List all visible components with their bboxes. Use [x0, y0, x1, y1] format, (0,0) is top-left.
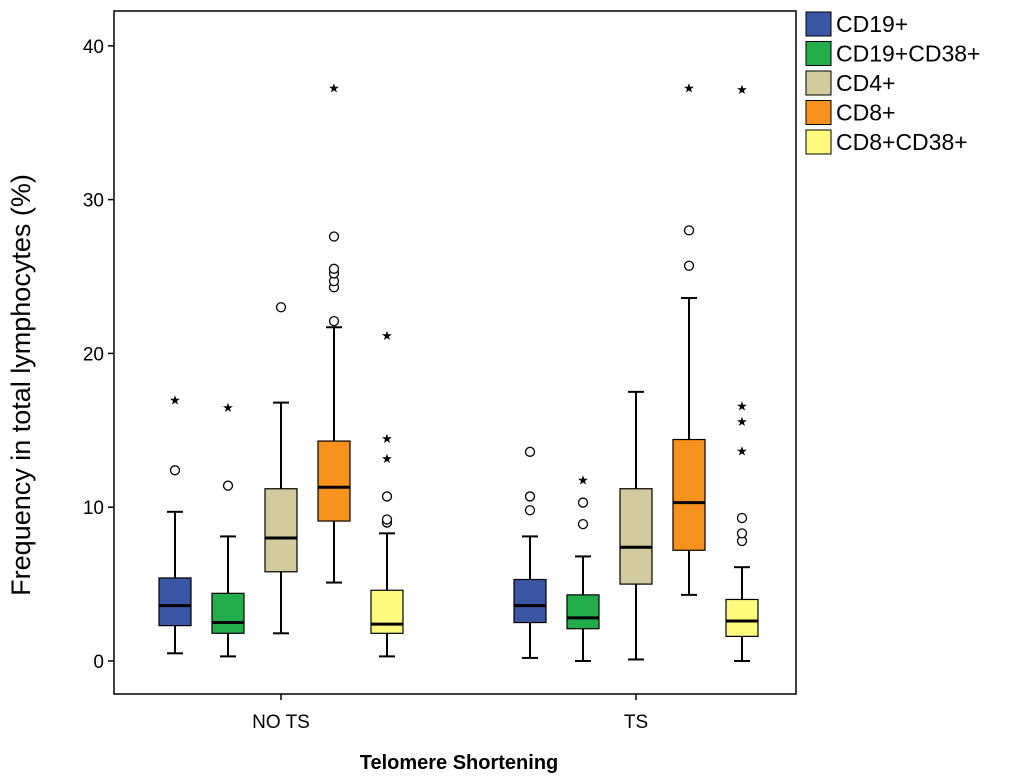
extreme-point: ★ — [736, 400, 748, 415]
outlier-point — [577, 518, 589, 530]
x-axis: NO TS TS — [252, 694, 648, 733]
legend-label: CD19+ — [836, 11, 908, 37]
box-cd19p-no-ts: ★ — [158, 394, 192, 655]
legend-label: CD8+ — [836, 100, 895, 126]
box-iqr — [725, 598, 759, 637]
y-axis-label: Frequency in total lymphocytes (%) — [6, 174, 36, 596]
legend-swatch — [805, 11, 832, 37]
legend-label: CD8+CD38+ — [836, 129, 968, 155]
y-tick-label: 10 — [83, 498, 104, 519]
box-cd19p-ts — [513, 446, 547, 659]
y-tick-label: 0 — [93, 652, 104, 673]
x-axis-label: Telomere Shortening — [360, 752, 559, 774]
box-iqr — [211, 592, 245, 634]
extreme-point: ★ — [222, 401, 234, 416]
y-axis: 0 10 20 30 40 — [83, 37, 114, 673]
extreme-point: ★ — [683, 81, 695, 96]
extreme-point: ★ — [577, 474, 589, 489]
extreme-point: ★ — [736, 83, 748, 98]
box-iqr — [566, 594, 600, 630]
box-cd8p-ts: ★ — [672, 81, 706, 596]
outlier-point — [683, 260, 695, 271]
legend-swatch — [805, 70, 832, 96]
outlier-point — [328, 263, 340, 274]
outlier-point — [524, 446, 536, 457]
legend-swatch — [805, 129, 832, 155]
box-iqr — [264, 488, 298, 573]
extreme-point: ★ — [381, 432, 393, 447]
outlier-point — [275, 302, 287, 313]
outlier-point — [736, 528, 748, 539]
box-groups: ★★★★ ★★★★★★★★ — [158, 81, 759, 662]
box-iqr — [370, 589, 404, 634]
box-iqr — [672, 438, 706, 551]
extreme-point: ★ — [381, 452, 393, 467]
outlier-point — [328, 231, 340, 242]
box-cd8pcd38p-no-ts: ★ ★ ★ — [370, 329, 404, 658]
outlier-point — [222, 480, 234, 491]
box-iqr — [317, 440, 351, 522]
box-iqr — [513, 578, 547, 624]
outlier-point — [381, 491, 393, 502]
outlier-point — [381, 514, 393, 525]
extreme-point: ★ — [381, 329, 393, 344]
box-cd8p-no-ts: ★ — [317, 81, 351, 584]
box-cd19pcd38p-no-ts: ★ — [211, 401, 245, 658]
extreme-point: ★ — [328, 81, 340, 96]
box-cd19pcd38p-ts: ★ — [566, 474, 600, 662]
extreme-point: ★ — [736, 444, 748, 459]
y-tick-label: 30 — [83, 191, 104, 212]
legend-label: CD4+ — [836, 70, 895, 96]
legend-swatch — [805, 41, 832, 66]
outlier-point — [577, 497, 589, 508]
outlier-point — [524, 491, 536, 502]
outlier-point — [169, 465, 181, 476]
x-tick-label: NO TS — [252, 712, 310, 733]
plot-frame — [113, 10, 797, 695]
outlier-point — [328, 315, 340, 327]
box-iqr — [619, 488, 653, 585]
legend-label: CD19+CD38+ — [836, 41, 980, 67]
extreme-point: ★ — [736, 415, 748, 430]
x-tick-label: TS — [624, 712, 648, 733]
legend: CD19+ CD19+CD38+ CD4+ CD8+ CD8+CD38+ — [805, 11, 980, 155]
box-cd8pcd38p-ts: ★★★★ — [725, 83, 759, 662]
outlier-point — [524, 505, 536, 516]
legend-swatch — [805, 100, 832, 125]
box-iqr — [158, 577, 192, 627]
y-tick-label: 20 — [83, 344, 104, 365]
extreme-point: ★ — [169, 394, 181, 409]
y-tick-label: 40 — [83, 37, 104, 58]
outlier-point — [683, 225, 695, 236]
box-cd4p-ts — [619, 390, 653, 661]
outlier-point — [736, 512, 748, 524]
box-cd4p-no-ts — [264, 302, 298, 635]
